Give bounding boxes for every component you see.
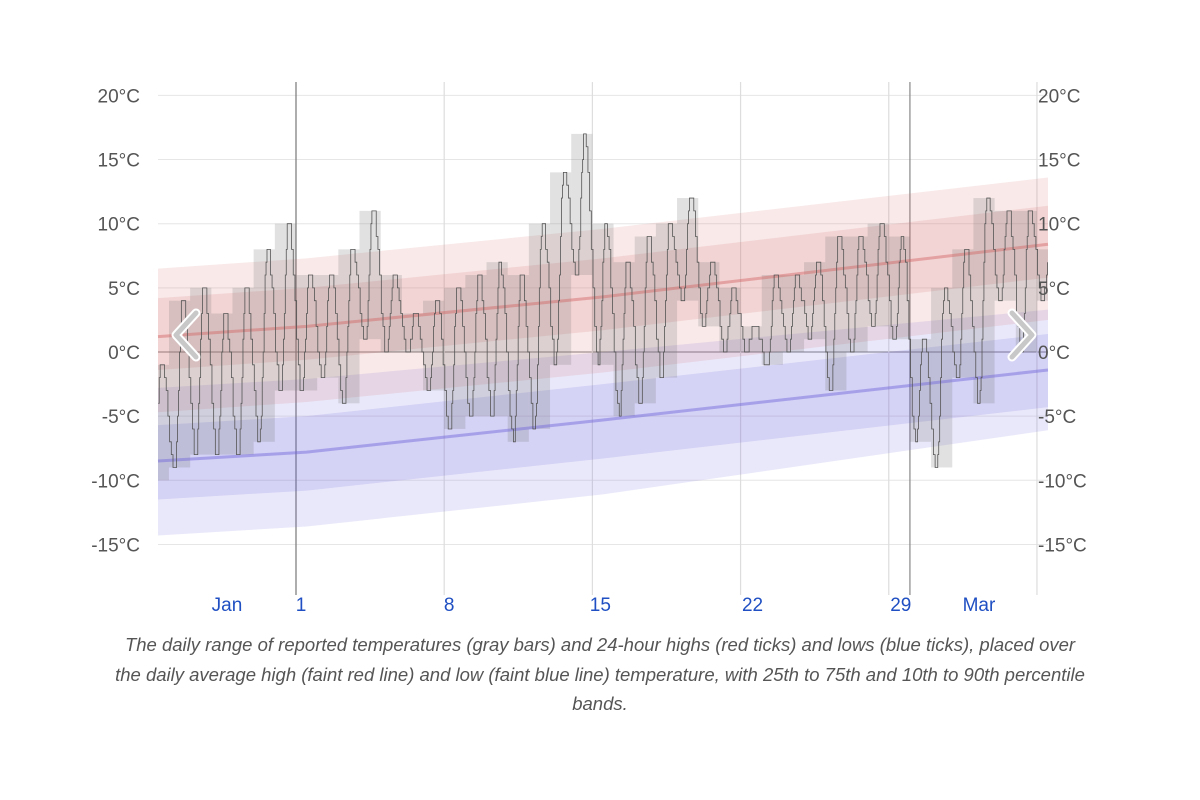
y-tick-label: -5°C bbox=[102, 407, 140, 428]
y-tick-label: 5°C bbox=[108, 279, 140, 300]
y-tick-label: 15°C bbox=[98, 151, 140, 172]
daily-range-bar bbox=[994, 210, 1016, 301]
daily-range-bar bbox=[698, 262, 720, 327]
y-axis-right: 20°C 15°C 10°C 5°C 0°C -5°C -10°C -15°C bbox=[1038, 86, 1087, 556]
y-tick-label: -10°C bbox=[1038, 471, 1087, 492]
y-tick-label: 0°C bbox=[108, 343, 140, 364]
chevron-left-icon[interactable] bbox=[171, 308, 201, 362]
y-tick-label: 5°C bbox=[1038, 279, 1070, 300]
x-tick-label: 1 bbox=[296, 595, 307, 616]
y-tick-label: -10°C bbox=[91, 471, 140, 492]
y-tick-label: 10°C bbox=[98, 215, 140, 236]
grid bbox=[158, 82, 1048, 595]
average-lines bbox=[157, 242, 1049, 463]
x-tick-label: Jan bbox=[212, 595, 243, 616]
y-tick-label: -15°C bbox=[1038, 535, 1087, 556]
x-tick-label: 22 bbox=[742, 595, 763, 616]
y-tick-label: -15°C bbox=[91, 535, 140, 556]
daily-range-bar bbox=[1036, 249, 1048, 301]
y-tick-label: 15°C bbox=[1038, 151, 1080, 172]
average-low-line bbox=[157, 368, 1049, 463]
chevron-right-icon[interactable] bbox=[1007, 308, 1037, 362]
x-tick-label: 15 bbox=[590, 595, 611, 616]
y-tick-label: 0°C bbox=[1038, 343, 1070, 364]
y-tick-label: -5°C bbox=[1038, 407, 1076, 428]
x-tick-label: 8 bbox=[444, 595, 455, 616]
daily-range-bar bbox=[571, 133, 593, 276]
low-25-75-band bbox=[158, 334, 1048, 500]
hourly-temperature-line bbox=[158, 133, 1048, 468]
y-tick-label: 20°C bbox=[98, 86, 140, 107]
y-tick-label: 10°C bbox=[1038, 215, 1080, 236]
x-tick-label: Mar bbox=[963, 595, 996, 616]
x-axis: Jan 1 8 15 22 29 Mar bbox=[212, 595, 996, 616]
x-tick-label: 29 bbox=[890, 595, 911, 616]
low-10-90-band bbox=[158, 309, 1048, 536]
y-tick-label: 20°C bbox=[1038, 86, 1080, 107]
hourly-temperature-trace bbox=[158, 133, 1048, 468]
average-high-line bbox=[157, 242, 1049, 339]
chart-caption: The daily range of reported temperatures… bbox=[115, 634, 1085, 714]
daily-range-bar bbox=[158, 364, 169, 481]
y-axis-left: 20°C 15°C 10°C 5°C 0°C -5°C -10°C -15°C bbox=[91, 86, 140, 556]
temperature-chart: 20°C15°C10°C5°C0°C-5°C-10°C-15°C 20°C15°… bbox=[91, 82, 1087, 616]
